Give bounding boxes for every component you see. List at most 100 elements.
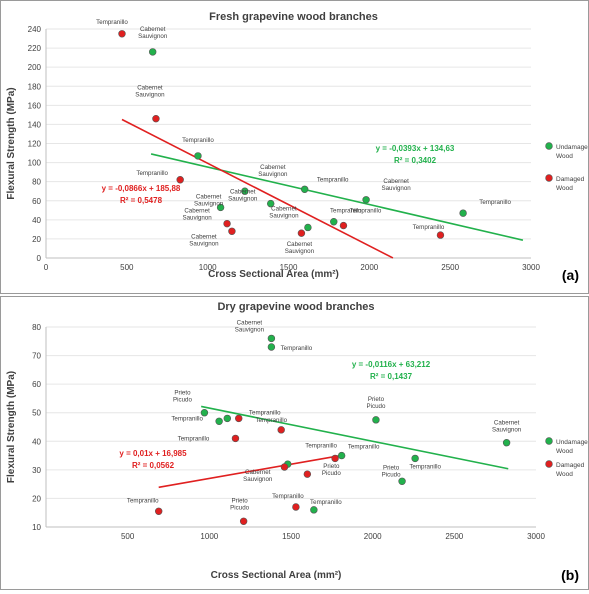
data-point — [362, 196, 370, 204]
data-point — [331, 454, 339, 463]
point-label: Prieto Picudo — [322, 463, 341, 477]
data-point — [459, 209, 467, 217]
point-label-line: Tempranillo — [317, 176, 349, 183]
data-point — [152, 114, 160, 123]
point-label-line: Picudo — [382, 471, 401, 478]
point-label-line: Sauvignon — [194, 200, 224, 207]
y-tick-label: 30 — [32, 466, 41, 475]
point-label: Tempranillo — [409, 463, 441, 470]
data-point — [339, 221, 348, 230]
trendline-equation: y = -0,0393x + 134,63 — [376, 144, 455, 153]
data-point — [231, 434, 240, 443]
point-label-line: Cabernet — [245, 469, 271, 476]
x-tick-label: 0 — [44, 263, 49, 272]
y-tick-label: 10 — [32, 523, 41, 532]
panel-label: (a) — [562, 267, 579, 283]
x-tick-label: 3000 — [522, 263, 540, 272]
point-label-line: Tempranillo — [310, 499, 342, 506]
y-tick-label: 40 — [32, 437, 41, 446]
data-point — [436, 231, 445, 239]
point-label: Tempranillo — [136, 170, 168, 177]
trendline-equation: y = -0,0866x + 185,88 — [102, 184, 181, 193]
point-label: Cabernet Sauvignon — [285, 241, 315, 255]
point-label-line: Sauvignon — [135, 92, 165, 99]
point-label-line: Cabernet — [140, 26, 166, 33]
point-label-line: Tempranillo — [249, 409, 281, 416]
x-tick-label: 2000 — [360, 263, 378, 272]
y-tick-label: 80 — [32, 323, 41, 332]
panel-label: (b) — [561, 567, 579, 583]
point-label-line: Tempranillo — [182, 137, 214, 144]
x-tick-label: 1000 — [200, 532, 218, 541]
point-label-line: Tempranillo — [409, 463, 441, 470]
y-axis-label: Flexural Strength (MPa) — [6, 371, 17, 483]
chart-b-svg: Dry grapevine wood branches 10 20 30 40 50 60 7… — [6, 301, 589, 583]
data-point — [216, 203, 225, 212]
point-label: Cabernet Sauvignon — [138, 26, 168, 40]
point-label-line: Tempranillo — [348, 444, 380, 451]
legend-marker — [545, 174, 553, 182]
data-point — [310, 506, 318, 514]
x-tick-label: 500 — [121, 532, 135, 541]
point-label-line: Prieto — [174, 390, 191, 397]
trendline-r2: R² = 0,0562 — [132, 461, 175, 470]
point-label: Tempranillo — [317, 176, 349, 183]
point-label-line: Picudo — [173, 397, 192, 404]
x-tick-label: 1500 — [280, 263, 298, 272]
data-point — [372, 416, 380, 424]
point-label-line: Tempranillo — [272, 493, 304, 500]
data-point — [223, 219, 231, 228]
x-tick-label: 1500 — [282, 532, 300, 541]
x-tick-label: 500 — [120, 263, 134, 272]
data-point — [337, 451, 346, 460]
point-label: Tempranillo — [281, 345, 313, 352]
y-tick-label: 160 — [28, 101, 42, 110]
chart-a-svg: Fresh grapevine wood branches 0 20 40 60 80 10… — [6, 11, 589, 283]
data-point — [300, 185, 309, 194]
y-tick-label: 200 — [28, 63, 42, 72]
point-label-line: Cabernet — [494, 420, 520, 427]
point-label-line: Sauvignon — [189, 240, 219, 247]
point-label-line: Tempranillo — [281, 345, 313, 352]
data-point — [277, 426, 285, 434]
point-label-line: Prieto — [323, 463, 340, 470]
point-label-line: Sauvignon — [138, 33, 168, 40]
y-tick-label: 220 — [28, 44, 42, 53]
trendline-undamaged-wood — [150, 153, 524, 241]
point-label: Tempranillo — [479, 199, 511, 206]
data-point — [155, 507, 163, 515]
data-point — [239, 517, 248, 525]
point-label: Cabernet Sauvignon — [235, 319, 265, 333]
point-label-line: Sauvignon — [182, 215, 212, 222]
point-label: Cabernet Sauvignon — [269, 205, 299, 219]
point-label: Tempranillo — [310, 499, 342, 506]
y-axis-label: Flexural Strength (MPa) — [6, 87, 17, 199]
point-label: Tempranillo — [182, 137, 214, 144]
y-tick-label: 70 — [32, 352, 41, 361]
point-label-line: Picudo — [366, 403, 385, 410]
point-label-line: Picudo — [230, 504, 249, 511]
point-label-line: Tempranillo — [413, 224, 445, 231]
data-point — [241, 187, 249, 195]
y-tick-label: 240 — [28, 25, 42, 34]
data-point — [223, 414, 232, 423]
legend-label-line: Damaged — [556, 176, 585, 183]
point-label: Tempranillo — [171, 415, 203, 422]
y-tick-label: 60 — [32, 380, 41, 389]
point-label-line: Tempranillo — [330, 208, 362, 215]
point-label: Tempranillo — [305, 442, 337, 449]
trendline-equation: y = 0,01x + 16,985 — [119, 449, 187, 458]
x-tick-label: 1000 — [199, 263, 217, 272]
data-point — [297, 229, 306, 237]
point-label-line: Sauvignon — [235, 326, 265, 333]
point-label-line: Tempranillo — [178, 435, 210, 442]
point-label: Prieto Picudo — [366, 396, 385, 410]
point-label: Cabernet Sauvignon — [228, 189, 258, 203]
point-label-line: Tempranillo — [136, 170, 168, 177]
legend-label-line: Wood — [556, 185, 573, 192]
legend-label-line: Wood — [556, 471, 573, 478]
point-label-line: Tempranillo — [255, 417, 287, 424]
trendline-equation: y = -0,0116x + 63,212 — [352, 360, 431, 369]
point-label: Cabernet Sauvignon — [243, 469, 273, 483]
